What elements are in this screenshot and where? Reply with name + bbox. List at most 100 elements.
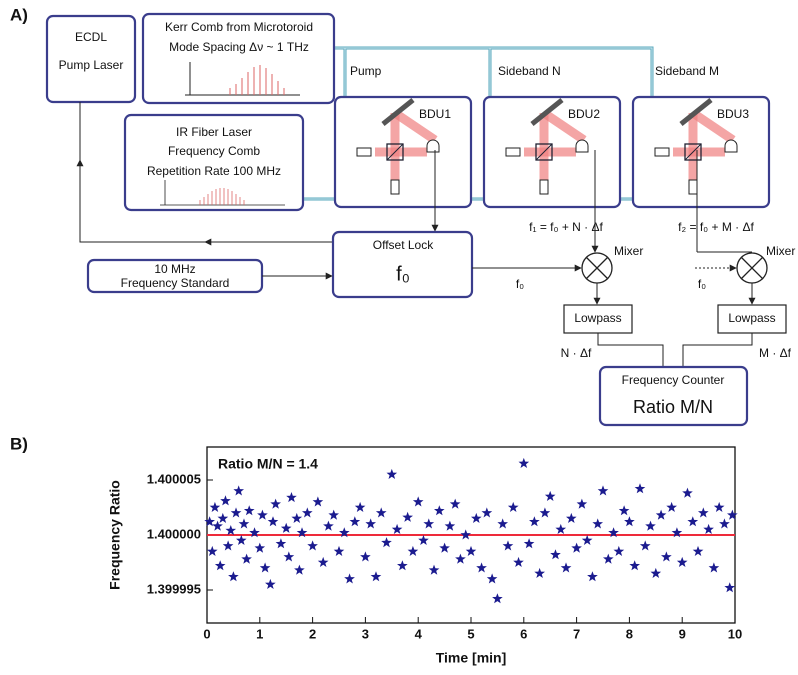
ecdl-label: Pump Laser	[59, 58, 124, 72]
beam-label: Pump	[350, 64, 382, 78]
y-tick-label: 1.400000	[147, 526, 201, 541]
ecdl-label: ECDL	[75, 30, 107, 44]
data-point	[386, 468, 398, 479]
x-tick-label: 3	[362, 626, 369, 641]
data-point	[507, 501, 519, 512]
offset-lock-label: Offset Lock	[373, 238, 434, 252]
data-point	[661, 551, 672, 562]
panel-label: A)	[10, 5, 28, 24]
data-point	[397, 560, 408, 571]
data-point	[217, 512, 229, 523]
x-tick-label: 1	[256, 626, 263, 641]
beat-note: f₂ = f₀ + M · Δf	[678, 220, 754, 234]
fiber-comb-label: IR Fiber Laser	[176, 125, 252, 139]
data-point	[444, 520, 456, 531]
data-point	[650, 567, 662, 578]
offset-lock-box	[331, 230, 474, 299]
data-point	[682, 487, 693, 498]
data-point	[713, 501, 725, 512]
data-point	[339, 527, 350, 538]
data-point	[719, 518, 730, 529]
data-point	[471, 512, 482, 523]
data-point	[455, 553, 466, 564]
data-point	[634, 483, 646, 494]
data-point	[502, 540, 514, 551]
data-point	[581, 534, 593, 545]
ecdl-box	[45, 14, 137, 104]
lowpass-box	[717, 304, 787, 334]
data-point	[465, 545, 477, 556]
data-point	[703, 523, 714, 534]
bdu: BDU1	[333, 95, 473, 209]
annotation: Ratio M/N = 1.4	[218, 456, 318, 472]
data-point	[539, 507, 551, 518]
data-point	[344, 573, 355, 584]
data-point	[257, 509, 268, 520]
data-point	[486, 573, 498, 584]
wire	[597, 333, 753, 367]
data-point	[323, 520, 334, 531]
x-tick-label: 9	[679, 626, 686, 641]
coupler	[654, 147, 670, 157]
x-tick-label: 8	[626, 626, 633, 641]
data-point	[428, 564, 440, 575]
data-point	[225, 525, 237, 536]
x-tick-label: 2	[309, 626, 316, 641]
data-point	[381, 537, 392, 548]
data-point	[597, 485, 609, 496]
counter-label: Frequency Counter	[622, 373, 725, 387]
bdu: BDU2	[482, 95, 622, 209]
data-point	[727, 509, 738, 520]
lowpass-label: Lowpass	[728, 311, 775, 325]
f0-label: f₀	[516, 277, 524, 291]
feedback-wire	[79, 102, 333, 243]
fiber-comb-label: Repetition Rate 100 MHz	[147, 164, 281, 178]
coupler	[688, 179, 698, 195]
data-point	[676, 556, 688, 567]
mixer-label: Mixer	[766, 244, 795, 258]
x-tick-label: 5	[467, 626, 474, 641]
data-point	[238, 518, 250, 529]
data-point	[550, 549, 561, 560]
data-point	[418, 534, 429, 545]
data-point	[328, 509, 339, 520]
panel-b: B) 0 1 2 3 4 5 6 7 8 9 10 1.399995 1.400000 1.400005 T…	[10, 434, 742, 665]
data-point	[360, 551, 371, 562]
mixer	[581, 252, 768, 284]
data-point	[375, 507, 387, 518]
data-point	[333, 545, 345, 556]
data-point	[666, 501, 677, 512]
splitter	[386, 143, 404, 161]
y-tick-label: 1.400005	[147, 471, 201, 486]
x-tick-label: 4	[415, 626, 423, 641]
data-point	[230, 507, 242, 518]
detector	[426, 139, 440, 153]
data-point	[365, 518, 376, 529]
offset-lock-label: f₀	[396, 263, 410, 285]
data-point	[275, 538, 287, 549]
data-point	[412, 496, 424, 507]
data-point	[529, 516, 540, 527]
data-point	[523, 538, 535, 549]
difference-label: N · Δf	[561, 346, 592, 360]
splitter	[684, 143, 702, 161]
data-point	[687, 516, 699, 527]
x-tick-label: 7	[573, 626, 580, 641]
counter-label: Ratio M/N	[633, 397, 713, 417]
beam-label: Sideband M	[655, 64, 719, 78]
data-point	[708, 562, 720, 573]
data-point	[645, 520, 656, 531]
data-point	[391, 523, 403, 534]
red-beam	[690, 109, 736, 144]
x-axis-label: Time [min]	[436, 650, 507, 666]
data-point	[294, 564, 305, 575]
x-tick-label: 10	[728, 626, 742, 641]
coupler	[505, 147, 521, 157]
panel-a: A) ECDL Pump Laser Kerr Comb from Microt…	[10, 5, 795, 427]
panel-label: B)	[10, 434, 28, 453]
difference-label: M · Δf	[759, 346, 792, 360]
data-point	[613, 545, 625, 556]
data-point	[434, 505, 445, 516]
mirror	[381, 98, 415, 126]
